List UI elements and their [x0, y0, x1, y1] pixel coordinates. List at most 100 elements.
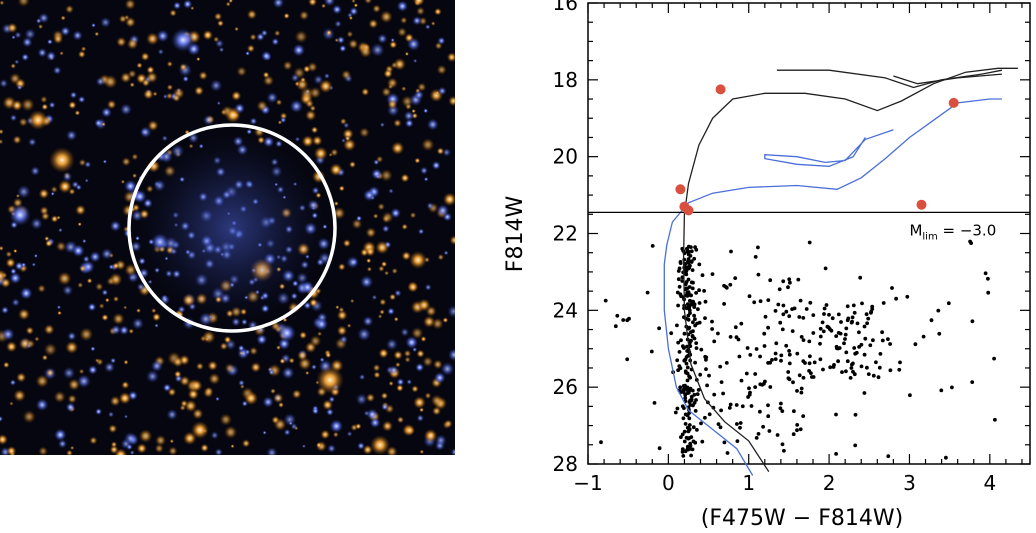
orange-star [202, 330, 216, 344]
orange-star [381, 420, 394, 432]
field-star-point [781, 303, 786, 308]
blue-star [71, 244, 85, 258]
field-star-point [811, 313, 816, 317]
field-star-point [780, 327, 785, 332]
field-star-point [705, 383, 709, 388]
field-star-point [669, 331, 674, 336]
field-star-point [766, 325, 770, 330]
orange-star [316, 442, 322, 448]
blue-star [101, 289, 109, 296]
field-star-point [823, 266, 828, 271]
blue-star [37, 47, 48, 58]
orange-star [57, 310, 62, 316]
blue-star [52, 66, 62, 75]
field-star-point [778, 406, 783, 411]
field-star-point [749, 404, 754, 408]
field-star-point [686, 261, 691, 265]
orange-star [13, 248, 18, 254]
orange-star [202, 29, 213, 41]
field-star-point [688, 298, 692, 303]
field-star-point [795, 389, 799, 393]
field-star-point [675, 323, 679, 328]
orange-star [336, 325, 348, 336]
blue-star [415, 362, 425, 372]
blue-star [131, 317, 144, 330]
field-star-point [686, 447, 691, 452]
field-stars [599, 239, 997, 460]
blue-star [215, 39, 224, 48]
blue-star [326, 408, 334, 416]
blue-star [182, 75, 189, 83]
field-star-point [791, 432, 796, 437]
field-star-point [685, 388, 690, 393]
blue-star [447, 305, 455, 318]
blue-star [369, 417, 381, 429]
orange-star [239, 351, 244, 356]
field-star-point [871, 338, 875, 343]
field-star-point [735, 439, 740, 443]
field-star-point [787, 361, 792, 366]
orange-star [190, 379, 203, 392]
field-star-point [859, 364, 864, 369]
orange-star [349, 161, 356, 168]
orange-star [129, 82, 135, 88]
field-star-point [839, 320, 843, 324]
field-star-point [721, 391, 725, 396]
field-star-point [693, 409, 698, 413]
blue-star [123, 414, 129, 419]
orange-star [214, 12, 223, 21]
orange-star [223, 335, 232, 344]
orange-star [318, 79, 333, 94]
field-star-point [702, 289, 706, 293]
orange-star [67, 394, 77, 404]
field-star-point [850, 319, 854, 324]
field-star-point [859, 342, 864, 347]
orange-star [396, 416, 405, 424]
field-star-point [696, 388, 701, 392]
blue-star [46, 51, 57, 62]
orange-star [351, 0, 356, 4]
field-star-point [688, 293, 693, 298]
field-star-point [843, 332, 848, 337]
orange-star [246, 9, 257, 20]
orange-star [308, 0, 318, 7]
orange-star [411, 385, 419, 393]
blue-star [283, 428, 291, 436]
orange-star [10, 63, 16, 69]
field-star-point [848, 376, 853, 380]
blue-star [418, 228, 425, 235]
field-star-point [710, 319, 714, 324]
field-star-point [697, 288, 701, 293]
field-star-point [681, 454, 686, 458]
field-star-point [869, 310, 873, 315]
field-star-point [687, 308, 692, 313]
orange-star [120, 179, 126, 184]
field-star-point [691, 320, 695, 325]
field-star-point [737, 354, 742, 359]
blue-star [396, 378, 405, 386]
blue-star [91, 23, 96, 28]
bright-blue-star [278, 324, 296, 342]
field-star-point [801, 359, 806, 363]
field-star-point [696, 307, 700, 312]
orange-star [140, 52, 150, 62]
orange-star [442, 317, 449, 323]
orange-star [389, 40, 398, 49]
field-star-point [689, 435, 694, 439]
field-star-point [762, 331, 767, 336]
blue-star [416, 414, 425, 422]
blue-star [336, 36, 345, 44]
field-star-point [766, 414, 771, 419]
field-star-point [683, 422, 688, 426]
field-star-point [679, 338, 683, 343]
field-star-point [863, 336, 868, 341]
cluster-circle [127, 123, 337, 333]
field-star-point [698, 372, 703, 377]
blue-star [387, 307, 395, 316]
blue-star [329, 419, 344, 433]
field-star-point [753, 385, 758, 389]
blue-star [349, 6, 359, 16]
blue-star [1, 306, 9, 315]
field-star-point [779, 358, 783, 363]
y-axis-title: F814W [503, 196, 528, 273]
